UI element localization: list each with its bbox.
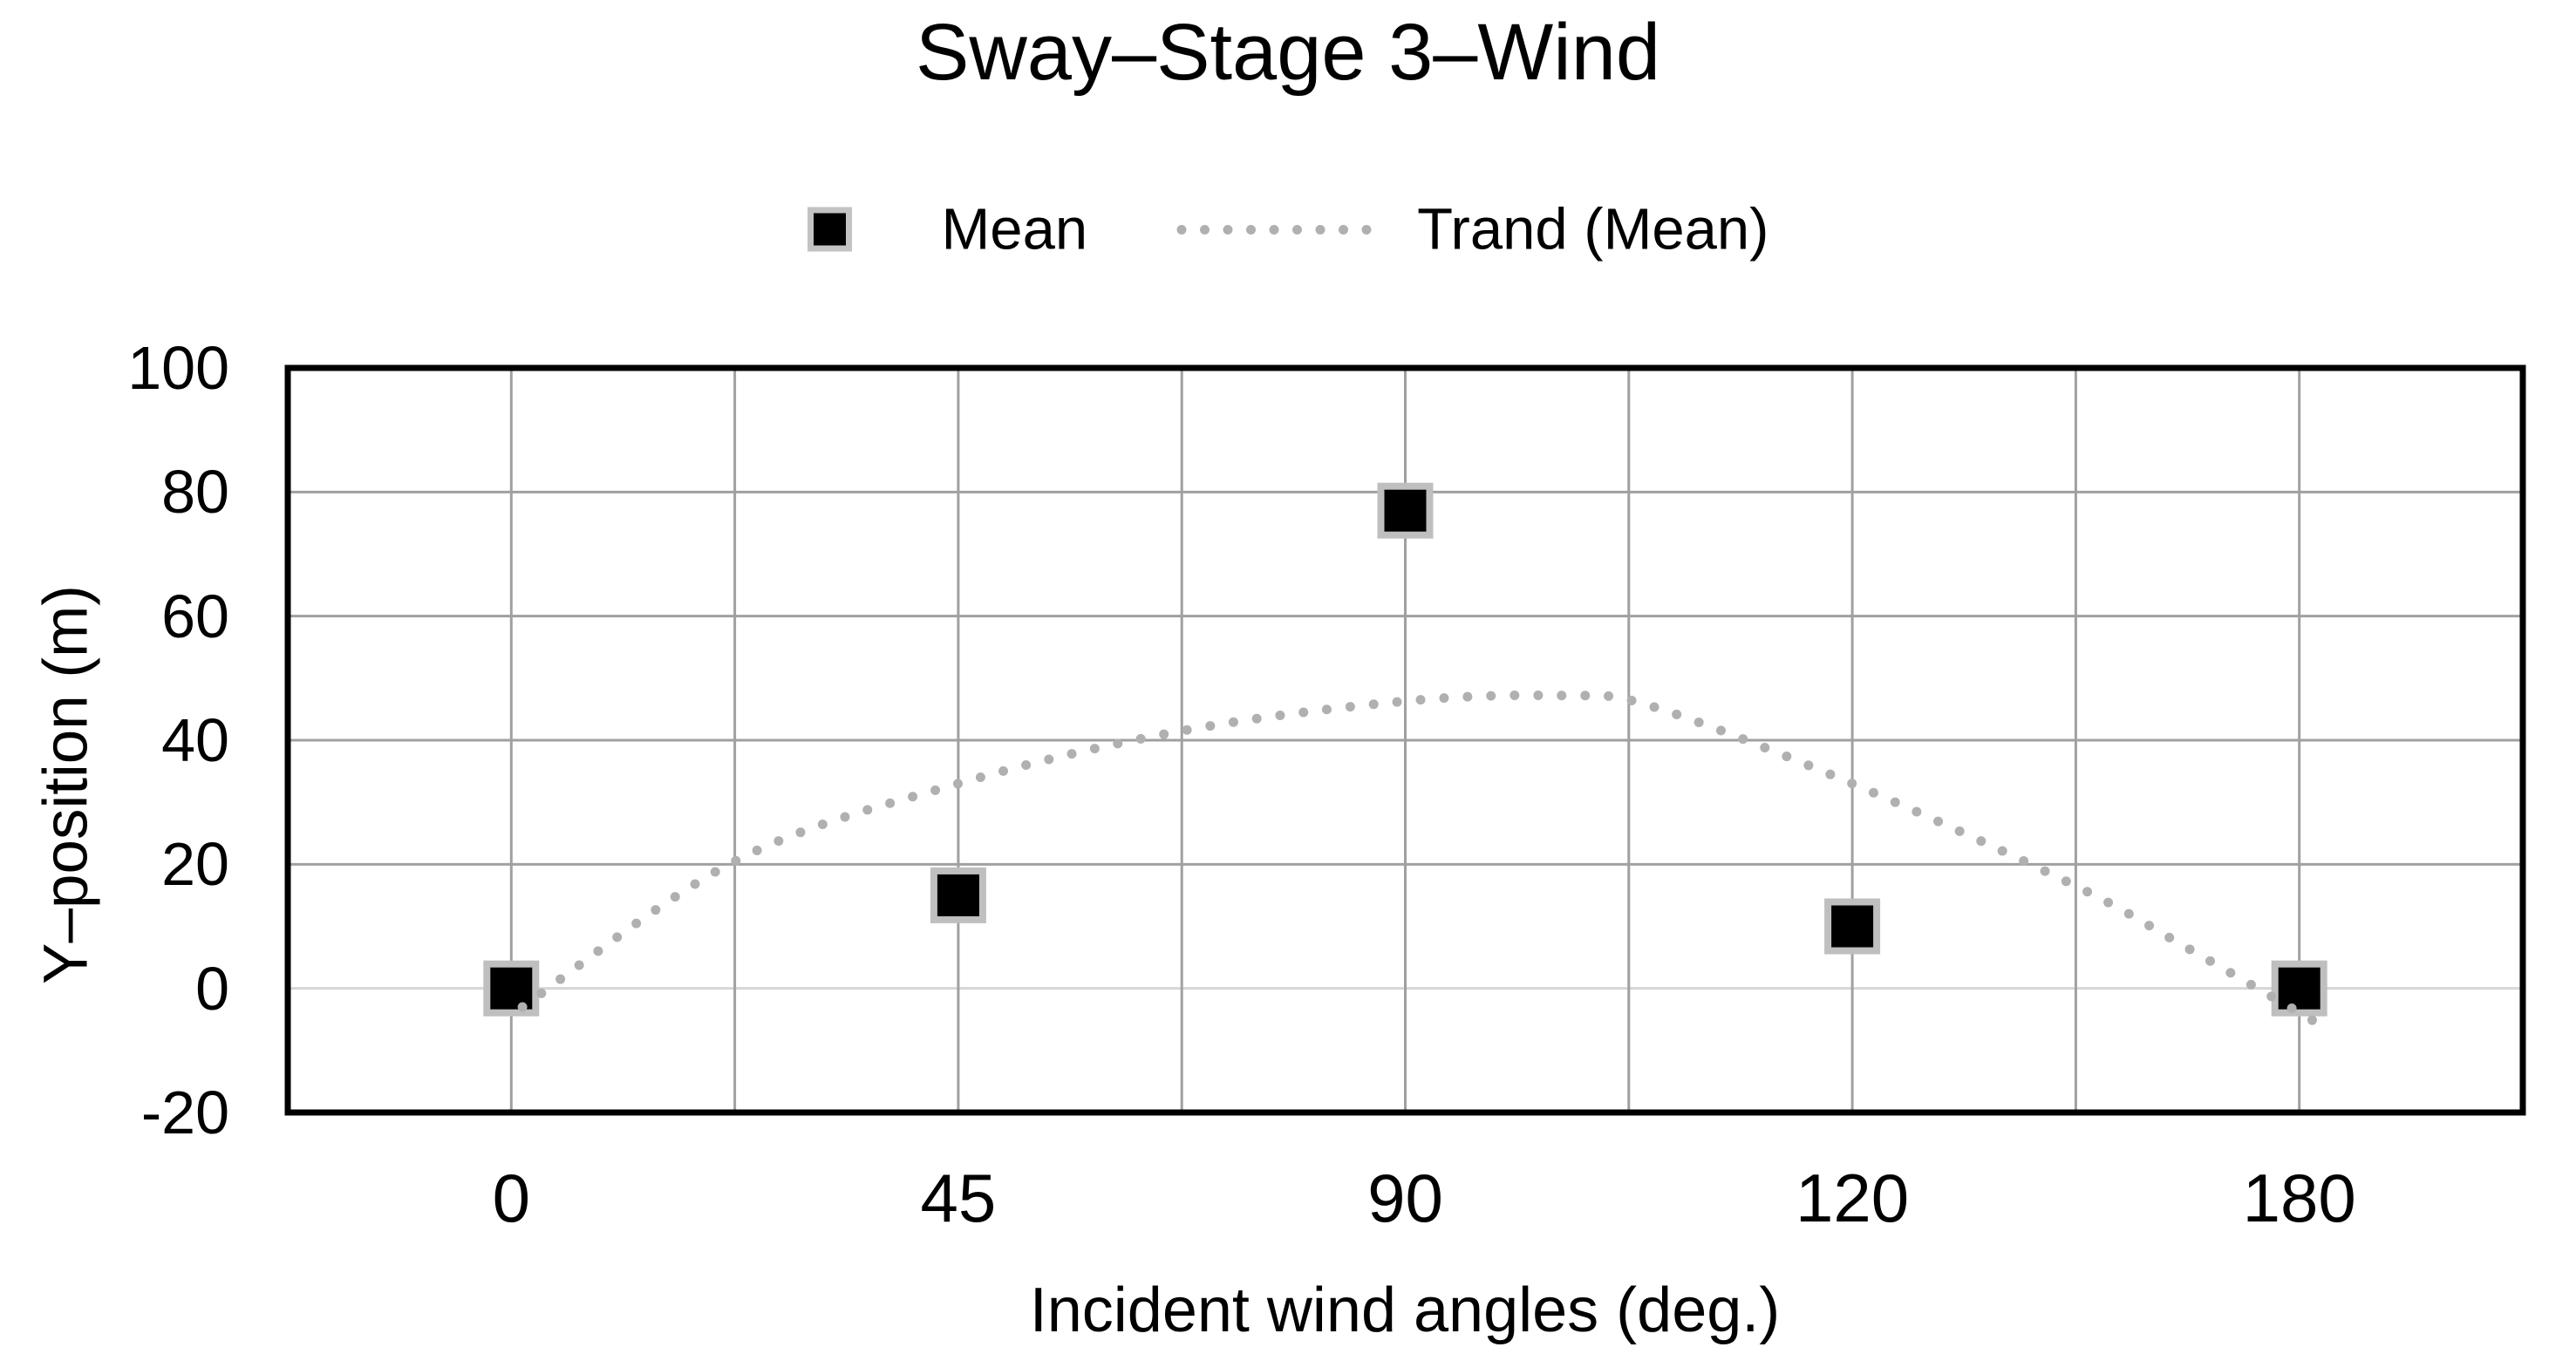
data-point-marker: [1824, 898, 1881, 955]
x-tick-label: 90: [1367, 1160, 1443, 1236]
data-point-marker: [1377, 482, 1434, 539]
legend-label-mean: Mean: [941, 196, 1088, 262]
data-point-marker: [930, 867, 986, 923]
data-point-marker: [483, 960, 540, 1017]
y-tick-label: 60: [161, 582, 229, 650]
legend: Mean Trand (Mean): [0, 196, 2576, 263]
y-tick-label: 0: [195, 954, 229, 1023]
data-point-marker: [2271, 960, 2327, 1017]
x-axis-title: Incident wind angles (deg.): [1029, 1276, 1781, 1345]
y-tick-label: 20: [161, 830, 229, 899]
y-tick-label: 100: [127, 334, 229, 402]
plot-border: [284, 364, 2526, 1116]
x-tick-label: 0: [492, 1160, 530, 1236]
legend-square-marker-icon: [807, 207, 852, 252]
y-axis-title: Y–position (m): [31, 585, 101, 984]
trend-line: [517, 690, 2327, 1031]
y-tick-label: 80: [161, 458, 229, 527]
x-tick-label: 45: [920, 1160, 997, 1236]
y-tick-label: 40: [161, 706, 229, 774]
x-tick-label: 180: [2242, 1160, 2356, 1236]
x-tick-label: 120: [1796, 1160, 1910, 1236]
chart-title: Sway–Stage 3–Wind: [915, 8, 1661, 97]
y-tick-label: -20: [140, 1078, 229, 1146]
legend-label-trend: Trand (Mean): [1417, 196, 1769, 262]
legend-dotted-line-icon: [1176, 224, 1375, 235]
